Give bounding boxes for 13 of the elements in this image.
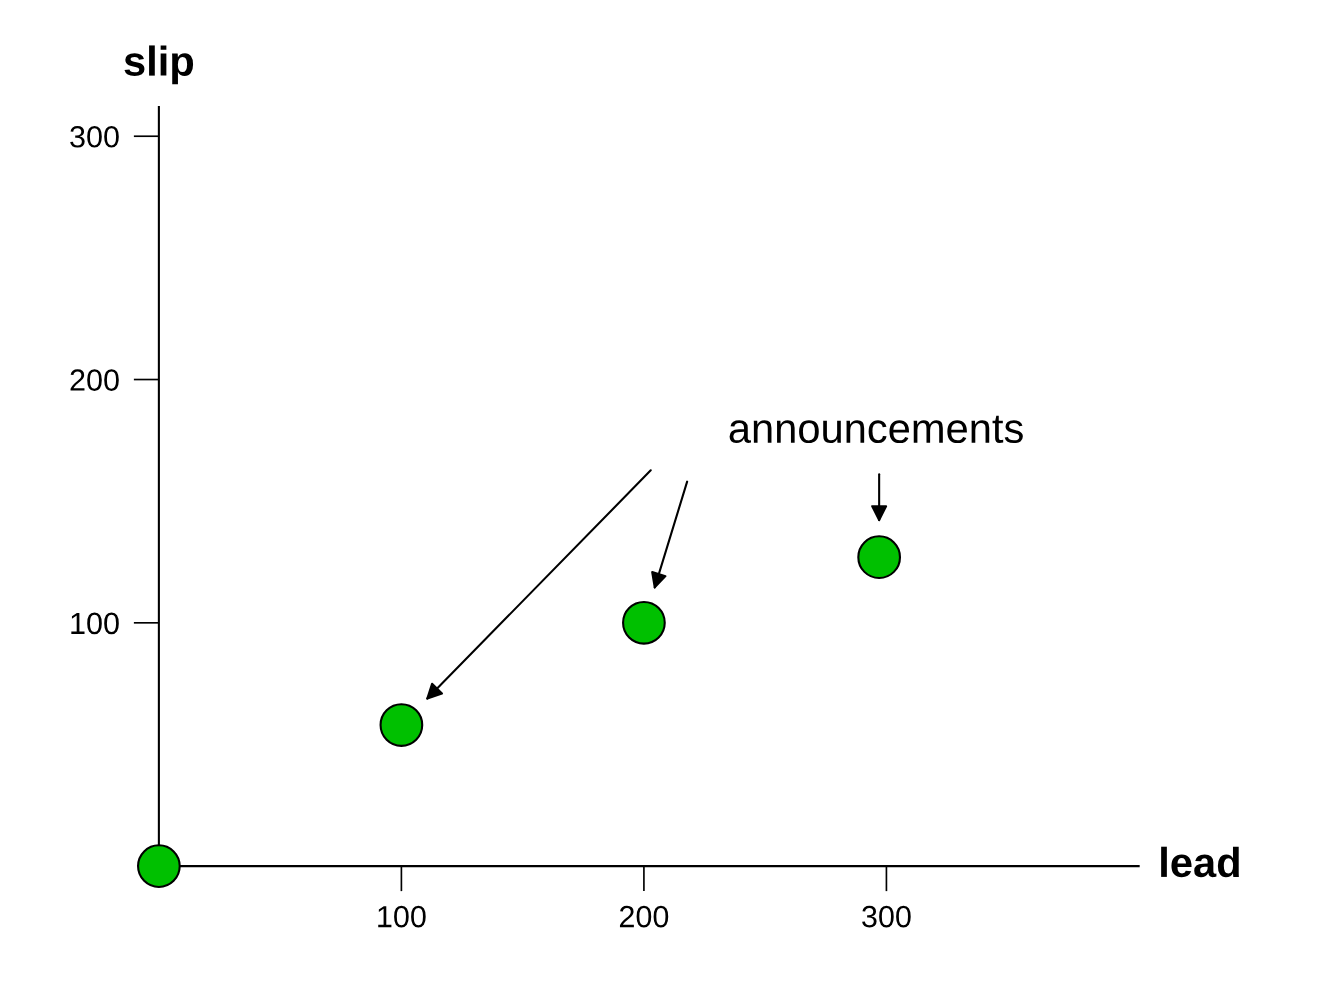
y-tick-label: 300: [70, 125, 119, 148]
y-tick-label: 100: [71, 612, 119, 635]
point: [622, 600, 666, 645]
x-tick-label: 200: [619, 905, 669, 928]
x-tick-label: 100: [378, 905, 426, 928]
x-axis-title: lead: [1161, 846, 1239, 878]
y-tick-label: 200: [70, 369, 119, 391]
point: [379, 703, 424, 747]
point: [137, 844, 181, 888]
annotation: announcements: [729, 415, 1023, 444]
point: [857, 535, 902, 580]
y-axis-title: slip: [124, 45, 194, 85]
x-tick-label: 300: [862, 905, 911, 928]
